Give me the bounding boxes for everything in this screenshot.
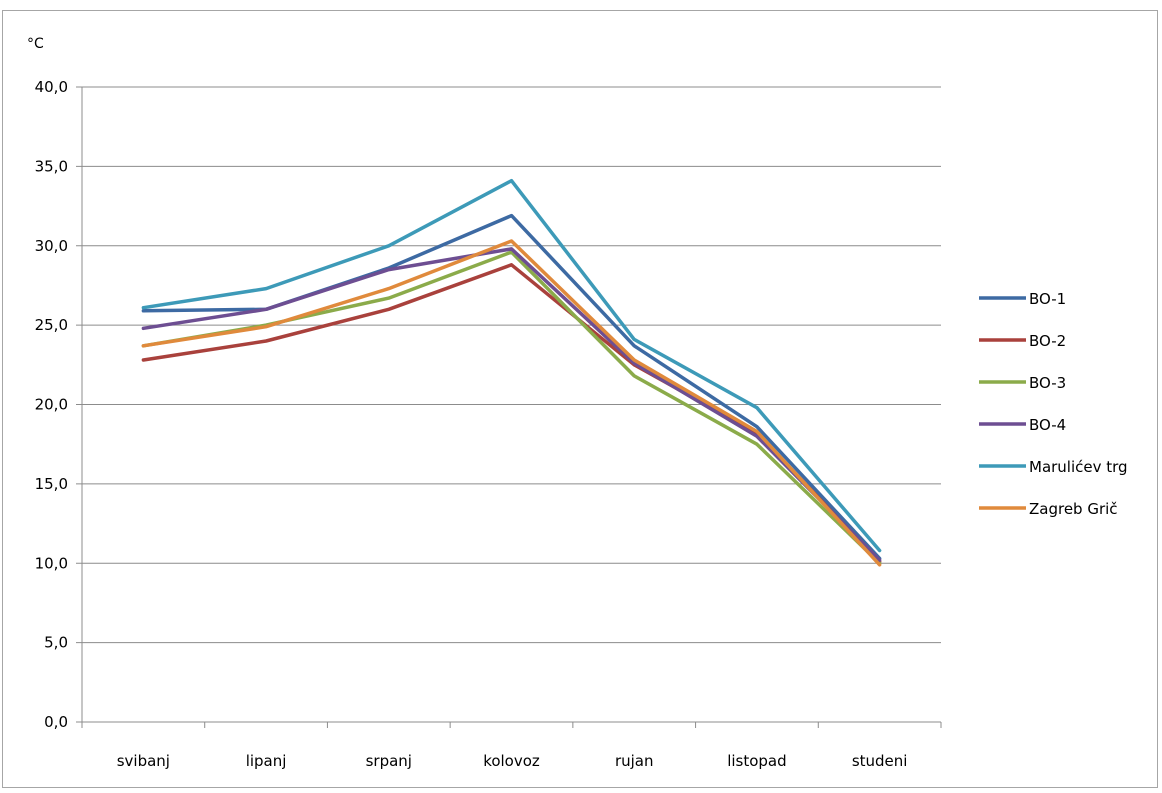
x-tick-label: listopad [727, 752, 786, 770]
x-tick-label: srpanj [366, 752, 412, 770]
series-line [141, 178, 882, 553]
y-tick-labels: 0,0 5,0 10,0 15,0 20,0 25,0 30,0 35,0 40,0 [35, 78, 68, 731]
y-tick-label: 40,0 [35, 78, 68, 96]
x-tick-label: lipanj [246, 752, 287, 770]
y-tick-label: 35,0 [35, 157, 68, 175]
series-line [141, 239, 882, 567]
y-tick-label: 0,0 [44, 713, 68, 731]
x-tick-labels: svibanj lipanj srpanj kolovoz rujan listopad s… [117, 752, 908, 770]
chart-frame: °C 0,0 5,0 10,0 15,0 20,0 25,0 30,0 35,0 40,0 sv… [2, 10, 1158, 788]
line-chart: °C 0,0 5,0 10,0 15,0 20,0 25,0 30,0 35,0 40,0 sv… [27, 36, 1128, 770]
gridlines [82, 86, 941, 644]
x-tick-label: studeni [852, 752, 908, 770]
x-tick-label: svibanj [117, 752, 170, 770]
y-tick-label: 15,0 [35, 475, 68, 493]
series-lines [141, 178, 882, 567]
y-tick-label: 10,0 [35, 554, 68, 572]
y-axis-unit-label: °C [27, 36, 44, 52]
y-tick-label: 20,0 [35, 396, 68, 414]
series-line [141, 247, 882, 562]
legend-label: BO-3 [1029, 374, 1066, 392]
legend-label: BO-2 [1029, 332, 1066, 350]
legend: BO-1 BO-2 BO-3 BO-4 Marulićev trg Zagreb Grič [979, 290, 1128, 518]
y-tick-label: 25,0 [35, 316, 68, 334]
legend-label: BO-1 [1029, 290, 1066, 308]
legend-label: Zagreb Grič [1029, 500, 1118, 518]
legend-label: Marulićev trg [1029, 458, 1128, 476]
series-line [141, 250, 882, 566]
x-tick-label: kolovoz [483, 752, 540, 770]
y-tick-label: 5,0 [44, 634, 68, 652]
axes [76, 86, 942, 728]
legend-label: BO-4 [1029, 416, 1066, 434]
y-tick-label: 30,0 [35, 237, 68, 255]
x-tick-label: rujan [615, 752, 654, 770]
